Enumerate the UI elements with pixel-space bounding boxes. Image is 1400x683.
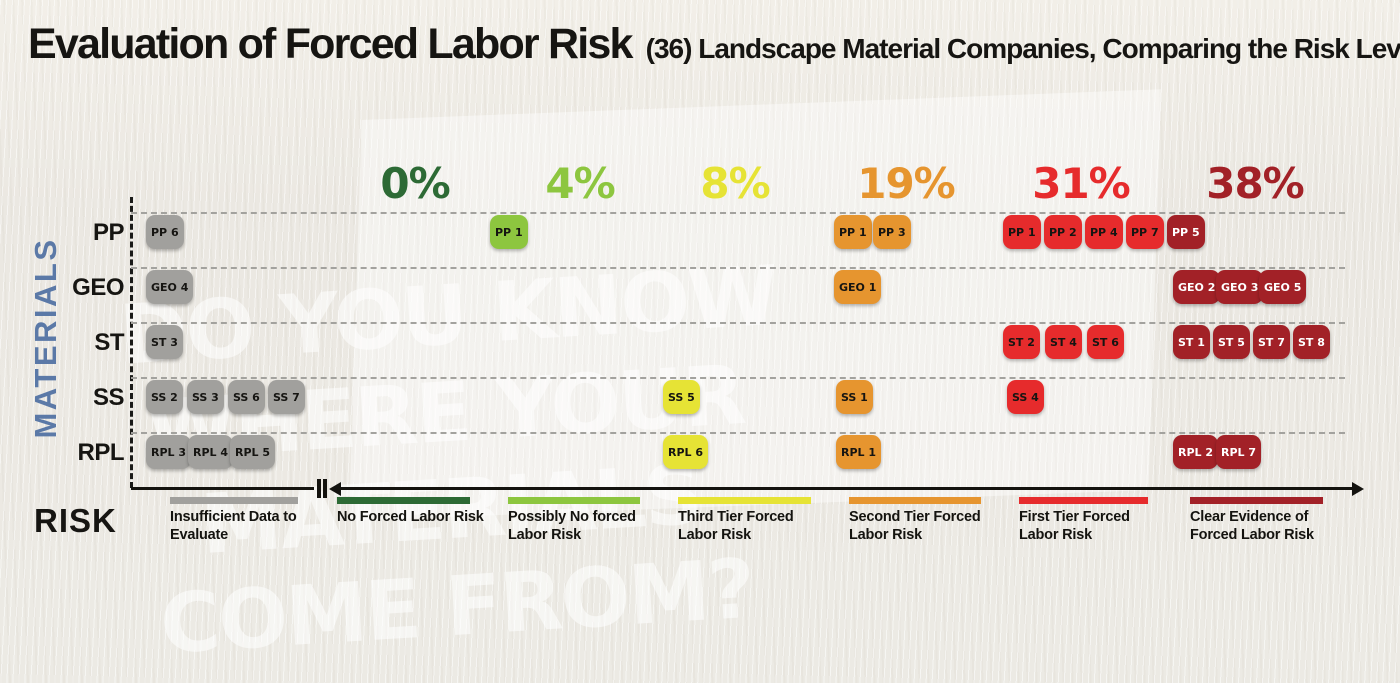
- risk-axis-bar-first: [1019, 497, 1148, 504]
- company-chip: RPL 3: [146, 435, 192, 469]
- company-chip: SS 7: [268, 380, 305, 414]
- material-row-label-pp: PP: [92, 219, 125, 246]
- company-chip: PP 5: [1167, 215, 1205, 249]
- row-gridline-rpl: [131, 432, 1345, 434]
- risk-axis-bar-second: [849, 497, 981, 504]
- risk-level-label-first: First Tier Forced Labor Risk: [1019, 508, 1130, 544]
- company-chip: SS 6: [228, 380, 265, 414]
- axis-break-bar: [323, 479, 327, 498]
- axis-right-arrowhead-icon: [1352, 482, 1364, 496]
- company-chip: GEO 5: [1259, 270, 1307, 304]
- x-axis-label: RISK: [34, 502, 117, 539]
- axis-left-arrowhead-icon: [329, 482, 341, 496]
- company-chip: RPL 4: [188, 435, 234, 469]
- risk-level-label-none: No Forced Labor Risk: [337, 508, 484, 526]
- risk-axis-bar-possibly: [508, 497, 640, 504]
- risk-level-label-line: Clear Evidence of: [1190, 509, 1309, 525]
- risk-level-label-second: Second Tier Forced Labor Risk: [849, 508, 981, 544]
- risk-level-label-line: Third Tier Forced: [678, 509, 794, 525]
- company-chip: GEO 3: [1216, 270, 1264, 304]
- company-chip: PP 1: [490, 215, 528, 249]
- row-gridline-ss: [131, 377, 1345, 379]
- company-chip: PP 1: [1003, 215, 1041, 249]
- risk-level-label-third: Third Tier Forced Labor Risk: [678, 508, 794, 544]
- risk-level-label-line: Possibly No forced: [508, 509, 636, 525]
- risk-level-label-line: Labor Risk: [849, 527, 922, 543]
- percent-label-third: 8%: [700, 159, 770, 208]
- title-main: Evaluation of Forced Labor Risk: [28, 20, 633, 68]
- axis-break-bar: [317, 479, 321, 498]
- company-chip: SS 2: [146, 380, 183, 414]
- percent-label-second: 19%: [857, 159, 956, 208]
- row-gridline-st: [131, 322, 1345, 324]
- company-chip: PP 6: [146, 215, 184, 249]
- risk-axis-bar-third: [678, 497, 811, 504]
- risk-level-label-line: Labor Risk: [1019, 527, 1092, 543]
- company-chip: PP 3: [873, 215, 911, 249]
- risk-level-label-clear: Clear Evidence of Forced Labor Risk: [1190, 508, 1314, 544]
- material-row-label-ss: SS: [92, 384, 125, 411]
- company-chip: ST 2: [1003, 325, 1040, 359]
- risk-level-label-line: Forced Labor Risk: [1190, 527, 1314, 543]
- company-chip: RPL 7: [1216, 435, 1262, 469]
- risk-axis-bar-insufficient: [170, 497, 298, 504]
- x-axis-line-segment: [131, 487, 314, 490]
- company-chip: RPL 1: [836, 435, 882, 469]
- company-chip: RPL 6: [663, 435, 709, 469]
- risk-level-label-line: Labor Risk: [678, 527, 751, 543]
- risk-level-label-insufficient: Insufficient Data to Evaluate: [170, 508, 297, 544]
- risk-axis-bar-clear: [1190, 497, 1323, 504]
- percent-label-first: 31%: [1032, 159, 1131, 208]
- company-chip: SS 3: [187, 380, 224, 414]
- page-title: Evaluation of Forced Labor Risk (36) Lan…: [28, 20, 1400, 69]
- company-chip: SS 5: [663, 380, 700, 414]
- company-chip: ST 1: [1173, 325, 1210, 359]
- company-chip: ST 3: [146, 325, 183, 359]
- company-chip: RPL 5: [230, 435, 276, 469]
- company-chip: PP 2: [1044, 215, 1082, 249]
- risk-level-label-line: Second Tier Forced: [849, 509, 981, 525]
- risk-axis-bar-none: [337, 497, 470, 504]
- company-chip: GEO 2: [1173, 270, 1221, 304]
- material-row-label-st: ST: [94, 329, 124, 356]
- risk-level-label-line: Evaluate: [170, 527, 229, 543]
- percent-label-clear: 38%: [1206, 159, 1305, 208]
- percent-label-possibly: 4%: [545, 159, 615, 208]
- company-chip: PP 4: [1085, 215, 1123, 249]
- company-chip: ST 7: [1253, 325, 1290, 359]
- company-chip: SS 1: [836, 380, 873, 414]
- company-chip: ST 6: [1087, 325, 1124, 359]
- material-row-label-geo: GEO: [72, 274, 124, 301]
- risk-level-label-line: Labor Risk: [508, 527, 581, 543]
- company-chip: PP 1: [834, 215, 872, 249]
- company-chip: ST 5: [1213, 325, 1250, 359]
- watermark-line: COME FROM?: [157, 541, 757, 673]
- company-chip: PP 7: [1126, 215, 1164, 249]
- x-axis-line-segment: [341, 487, 1354, 490]
- percent-label-none: 0%: [380, 159, 450, 208]
- company-chip: ST 4: [1045, 325, 1082, 359]
- background-sheet-shape: [348, 89, 1162, 521]
- row-gridline-pp: [131, 212, 1345, 214]
- risk-level-label-possibly: Possibly No forced Labor Risk: [508, 508, 636, 544]
- risk-level-label-line: Insufficient Data to: [170, 509, 297, 525]
- risk-level-label-line: No Forced Labor Risk: [337, 509, 484, 525]
- company-chip: GEO 1: [834, 270, 882, 304]
- company-chip: RPL 2: [1173, 435, 1219, 469]
- company-chip: GEO 4: [146, 270, 194, 304]
- title-subtitle: (36) Landscape Material Companies, Compa…: [645, 33, 1400, 64]
- risk-level-label-line: First Tier Forced: [1019, 509, 1130, 525]
- watermark-line: DO YOU KNOW: [116, 248, 780, 384]
- company-chip: SS 4: [1007, 380, 1044, 414]
- row-gridline-geo: [131, 267, 1345, 269]
- material-row-label-rpl: RPL: [77, 439, 125, 466]
- company-chip: ST 8: [1293, 325, 1330, 359]
- y-axis-dashed-line: [130, 197, 133, 488]
